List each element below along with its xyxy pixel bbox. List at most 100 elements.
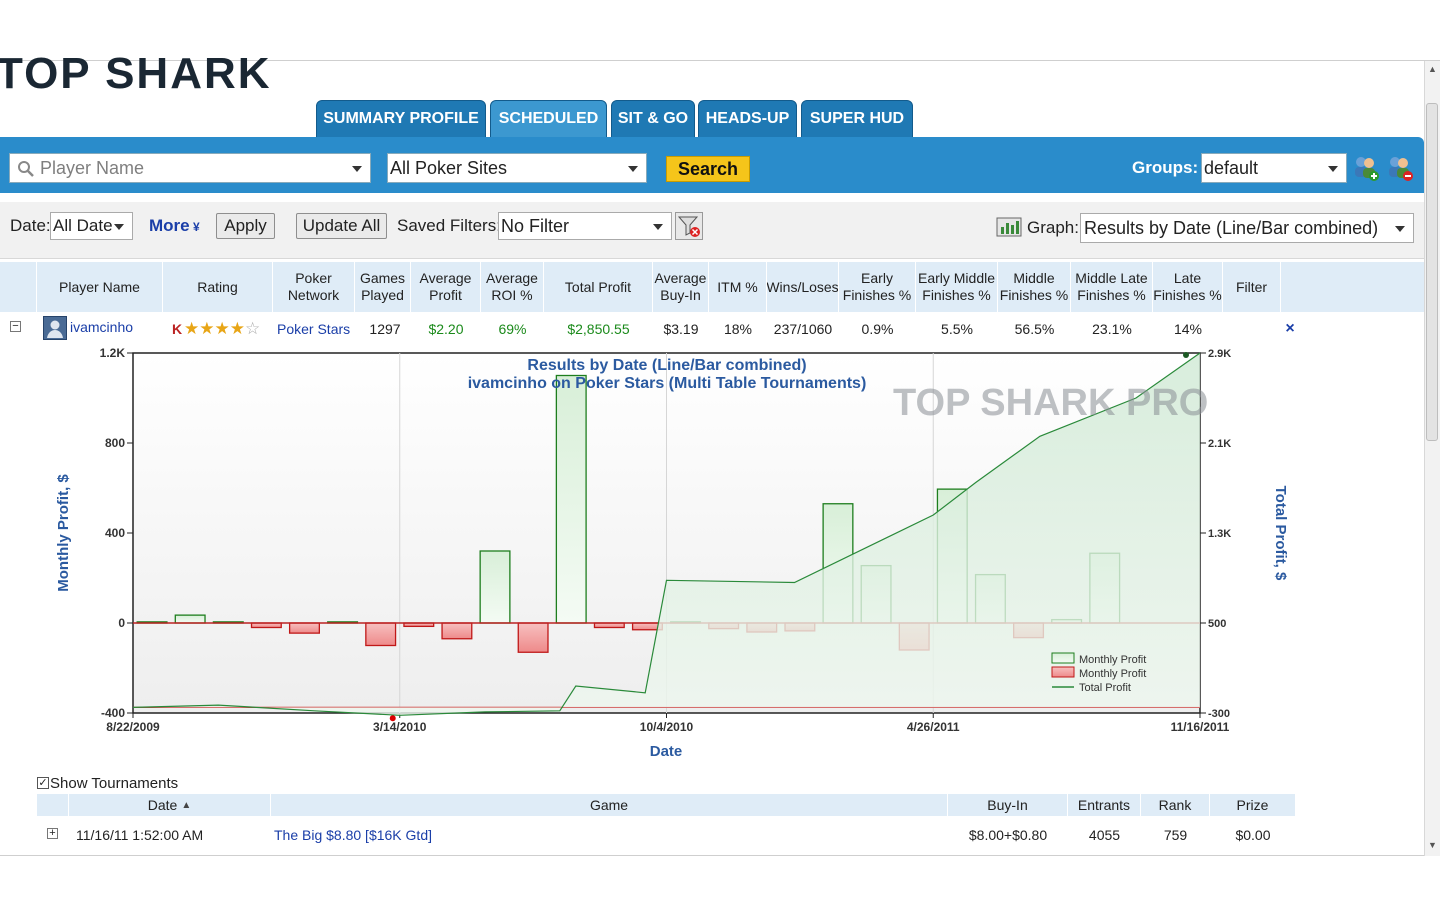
show-tournaments-checkbox[interactable]: ✓ xyxy=(37,777,49,789)
chart-title: Results by Date (Line/Bar combined) xyxy=(527,357,806,374)
col-average-buyin[interactable]: Average Buy-In xyxy=(653,262,709,312)
saved-filters-select[interactable]: No Filter xyxy=(498,212,672,240)
update-all-button[interactable]: Update All xyxy=(296,213,387,239)
date-select[interactable]: All Date xyxy=(50,212,133,240)
col-games-played[interactable]: Games Played xyxy=(355,262,411,312)
rating-letter: K xyxy=(171,321,183,337)
more-filters-link[interactable]: More ¥ xyxy=(149,216,200,236)
col-player-name[interactable]: Player Name xyxy=(37,262,163,312)
tour-col-date[interactable]: Date ▲ xyxy=(69,794,271,816)
tour-col-date-label: Date xyxy=(147,797,178,813)
remove-group-icon[interactable] xyxy=(1386,154,1414,182)
col-wins-loses[interactable]: Wins/Loses xyxy=(767,262,839,312)
y-axis-label: Monthly Profit, $ xyxy=(55,474,72,592)
tab-summary-profile[interactable]: SUMMARY PROFILE xyxy=(316,100,486,138)
tab-super-hud[interactable]: SUPER HUD xyxy=(801,100,913,138)
col-early-middle-finishes[interactable]: Early Middle Finishes % xyxy=(916,262,998,312)
col-rating[interactable]: Rating xyxy=(163,262,273,312)
poker-site-select[interactable]: All Poker Sites xyxy=(387,153,647,183)
col-early-finishes[interactable]: Early Finishes % xyxy=(839,262,916,312)
tournament-game-link[interactable]: The Big $8.80 [$16K Gtd] xyxy=(274,827,432,843)
col-poker-network[interactable]: Poker Network xyxy=(273,262,355,312)
groups-label: Groups: xyxy=(1132,158,1199,177)
tab-heads-up[interactable]: HEADS-UP xyxy=(698,100,797,138)
col-total-profit[interactable]: Total Profit xyxy=(544,262,653,312)
apply-button[interactable]: Apply xyxy=(216,213,275,239)
monthly-profit-bar xyxy=(365,622,397,647)
chevron-down-icon[interactable] xyxy=(114,224,124,230)
tournament-date: 11/16/11 1:52:00 AM xyxy=(76,827,204,843)
scroll-up-icon[interactable]: ▲ xyxy=(1428,64,1437,74)
legend-swatch-profit xyxy=(1051,652,1075,664)
games-played-value: 1297 xyxy=(369,321,401,337)
monthly-profit-bar xyxy=(288,622,320,634)
groups-select[interactable]: default xyxy=(1201,153,1347,183)
tournament-entrants: 4055 xyxy=(1088,827,1121,843)
date-label: Date: xyxy=(10,216,51,235)
early-middle-finishes-value: 5.5% xyxy=(941,321,973,337)
topshark-logo: TOP SHARK xyxy=(0,52,296,96)
monthly-profit-bar xyxy=(441,622,473,640)
search-button[interactable]: Search xyxy=(666,156,750,182)
results-chart: 8/22/2009 3/14/2010 10/4/2010 4/26/2011 11/1… xyxy=(55,346,1289,760)
col-middle-finishes[interactable]: Middle Finishes % xyxy=(998,262,1071,312)
total-profit-line xyxy=(132,352,1201,716)
legend-swatch-loss xyxy=(1051,666,1075,678)
remove-player-button[interactable]: × xyxy=(1285,320,1295,337)
date-value: All Date xyxy=(53,216,113,235)
show-tournaments-label: Show Tournaments xyxy=(50,775,179,792)
tournament-buyin: $8.00+$0.80 xyxy=(968,827,1048,843)
col-average-profit[interactable]: Average Profit xyxy=(411,262,481,312)
col-filter[interactable]: Filter xyxy=(1223,262,1281,312)
add-group-icon[interactable] xyxy=(1352,154,1380,182)
wins-loses-value: 237/1060 xyxy=(773,321,833,337)
middle-late-finishes-value: 23.1% xyxy=(1092,321,1132,337)
star-icon: ☆ xyxy=(245,319,261,338)
y2-axis-label: Total Profit, $ xyxy=(1272,486,1289,581)
rating-stars: ★ ★ ★ ★ ☆ xyxy=(184,318,274,340)
graph-type-select[interactable]: Results by Date (Line/Bar combined) xyxy=(1080,213,1414,243)
col-middle-late-finishes[interactable]: Middle Late Finishes % xyxy=(1071,262,1153,312)
saved-filters-label: Saved Filters: xyxy=(397,216,501,235)
tab-sit-and-go[interactable]: SIT & GO xyxy=(611,100,695,138)
chevron-down-icon[interactable] xyxy=(628,166,638,172)
player-name-link[interactable]: ivamcinho xyxy=(70,319,134,335)
poker-network-link[interactable]: Poker Stars xyxy=(277,321,351,337)
chevron-down-icon[interactable] xyxy=(1395,226,1405,232)
legend-label: Total Profit xyxy=(1079,682,1131,694)
tour-col-prize[interactable]: Prize xyxy=(1210,794,1296,816)
tour-col-buyin[interactable]: Buy-In xyxy=(948,794,1068,816)
chevron-down-icon[interactable] xyxy=(352,166,362,172)
scrollbar-thumb[interactable] xyxy=(1426,103,1438,441)
col-itm[interactable]: ITM % xyxy=(709,262,767,312)
y2-tick-label: 1.3K xyxy=(1208,528,1231,540)
average-profit-value: $2.20 xyxy=(428,321,464,337)
watermark-text: TOP SHARK PRO xyxy=(893,382,1208,424)
middle-finishes-value: 56.5% xyxy=(1014,321,1055,337)
clear-filter-button[interactable] xyxy=(675,212,703,240)
scroll-down-icon[interactable]: ▼ xyxy=(1428,840,1437,850)
poker-site-value: All Poker Sites xyxy=(390,157,508,178)
col-average-roi[interactable]: Average ROI % xyxy=(481,262,544,312)
chevron-down-icon[interactable] xyxy=(1328,166,1338,172)
x-tick-label: 3/14/2010 xyxy=(373,720,427,734)
players-table-header xyxy=(0,262,1424,312)
expand-tournament-button[interactable]: + xyxy=(47,828,58,839)
tab-scheduled[interactable]: SCHEDULED xyxy=(490,100,607,138)
late-finishes-value: 14% xyxy=(1173,321,1203,337)
player-name-placeholder: Player Name xyxy=(40,157,145,178)
tour-col-rank[interactable]: Rank xyxy=(1141,794,1210,816)
chevron-down-icon[interactable] xyxy=(653,224,663,230)
collapse-row-button[interactable]: − xyxy=(10,321,21,332)
y2-tick-label: -300 xyxy=(1208,708,1230,720)
col-late-finishes[interactable]: Late Finishes % xyxy=(1153,262,1223,312)
tour-col-entrants[interactable]: Entrants xyxy=(1068,794,1141,816)
y2-tick-label: 2.9K xyxy=(1208,348,1231,360)
tour-col-game[interactable]: Game xyxy=(271,794,948,816)
tournament-rank: 759 xyxy=(1163,827,1188,843)
player-name-input[interactable]: Player Name xyxy=(9,153,371,183)
itm-value: 18% xyxy=(723,321,753,337)
tournament-prize: $0.00 xyxy=(1235,827,1271,843)
clear-filter-icon xyxy=(677,216,700,237)
more-label: More xyxy=(149,216,190,235)
